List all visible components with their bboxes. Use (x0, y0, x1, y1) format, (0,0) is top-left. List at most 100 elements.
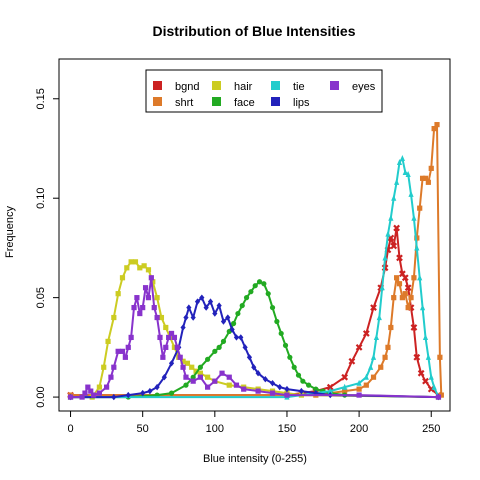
data-point-lips (183, 314, 189, 321)
data-point-hair (154, 295, 160, 301)
data-point-shrt (438, 392, 444, 398)
data-point-shrt (425, 179, 431, 185)
data-point-lips (140, 389, 146, 397)
series-face (67, 279, 442, 400)
data-point-eyes (356, 392, 362, 398)
legend-item-hair: hair (212, 81, 253, 93)
y-tick-label: 0.15 (35, 88, 47, 109)
legend-item-eyes: eyes (330, 81, 376, 93)
data-point-eyes (166, 334, 172, 341)
y-axis-label: Frequency (4, 206, 16, 258)
data-point-shrt (342, 388, 348, 394)
legend-item-shrt: shrt (153, 97, 193, 109)
data-point-face (278, 330, 284, 337)
data-point-shrt (437, 354, 443, 360)
data-point-eyes (134, 295, 140, 301)
x-tick-label: 200 (350, 423, 368, 435)
data-point-tie (356, 379, 362, 386)
data-point-eyes (79, 394, 85, 400)
data-point-face (274, 318, 280, 325)
data-point-tie (419, 304, 426, 311)
data-point-tie (373, 334, 380, 341)
data-point-tie (428, 373, 434, 380)
data-point-shrt (382, 354, 388, 360)
data-point-shrt (417, 205, 423, 211)
legend-swatch (271, 97, 280, 106)
data-point-lips (233, 334, 240, 341)
data-point-hair (124, 265, 130, 271)
data-point-lips (313, 389, 319, 397)
legend-item-tie: tie (271, 81, 305, 93)
data-point-face (269, 304, 276, 311)
data-point-face (197, 364, 203, 370)
data-point-shrt (402, 291, 408, 297)
data-point-eyes (205, 384, 211, 390)
data-point-face (256, 279, 263, 285)
data-point-eyes (157, 334, 163, 341)
data-point-shrt (385, 344, 391, 350)
data-point-hair (145, 267, 152, 273)
data-point-lips (190, 314, 196, 321)
data-point-shrt (399, 295, 405, 301)
data-point-eyes (125, 344, 131, 350)
legend-label: shrt (175, 97, 193, 109)
x-axis-label: Blue intensity (0-255) (203, 453, 307, 465)
data-point-tie (342, 383, 348, 390)
data-point-eyes (119, 348, 126, 354)
series-shrt (67, 122, 444, 398)
data-point-face (239, 302, 245, 309)
data-point-hair (189, 364, 195, 370)
data-point-eyes (197, 374, 203, 380)
data-point-eyes (67, 394, 74, 400)
data-point-eyes (190, 378, 196, 384)
data-point-tie (368, 363, 374, 370)
data-point-hair (205, 374, 211, 380)
data-point-lips (229, 326, 235, 333)
data-point-bgnd (401, 274, 409, 282)
data-point-lips (203, 304, 209, 311)
data-point-eyes (177, 354, 183, 360)
legend-item-face: face (212, 97, 255, 109)
data-point-eyes (148, 275, 154, 281)
data-point-face (216, 344, 222, 350)
data-point-face (190, 374, 196, 380)
data-point-shrt (434, 122, 440, 128)
data-point-lips (251, 364, 257, 371)
data-point-face (287, 354, 293, 360)
data-point-shrt (356, 386, 362, 392)
x-tick-label: 0 (67, 423, 73, 435)
x-tick-label: 250 (422, 423, 440, 435)
data-point-lips (147, 387, 153, 395)
legend-label: hair (234, 81, 253, 93)
data-point-shrt (363, 382, 369, 388)
data-point-face (295, 372, 302, 378)
data-point-hair (184, 360, 191, 366)
data-point-lips (161, 373, 167, 381)
data-point-hair (137, 265, 143, 271)
y-tick-label: 0.10 (35, 187, 47, 208)
data-point-lips (262, 375, 268, 383)
data-point-tie (376, 314, 382, 321)
y-tick-label: 0.05 (35, 287, 47, 308)
series-eyes (67, 275, 442, 400)
data-point-lips (125, 391, 131, 399)
data-point-face (220, 338, 227, 344)
data-point-eyes (160, 354, 166, 360)
legend-label: bgnd (175, 81, 199, 93)
data-point-hair (193, 368, 199, 374)
data-point-lips (225, 314, 231, 321)
data-point-eyes (154, 314, 160, 321)
data-point-eyes (226, 374, 232, 380)
data-point-eyes (104, 384, 110, 390)
data-point-face (235, 310, 241, 317)
data-point-eyes (255, 388, 261, 394)
chart-title: Distribution of Blue Intensities (152, 23, 355, 39)
data-point-eyes (88, 388, 94, 394)
data-point-tie (391, 194, 397, 201)
data-point-shrt (431, 126, 437, 132)
data-point-eyes (115, 348, 121, 354)
data-point-lips (242, 344, 248, 351)
data-point-shrt (370, 374, 377, 380)
data-point-face (313, 386, 319, 392)
legend-swatch (212, 97, 221, 106)
